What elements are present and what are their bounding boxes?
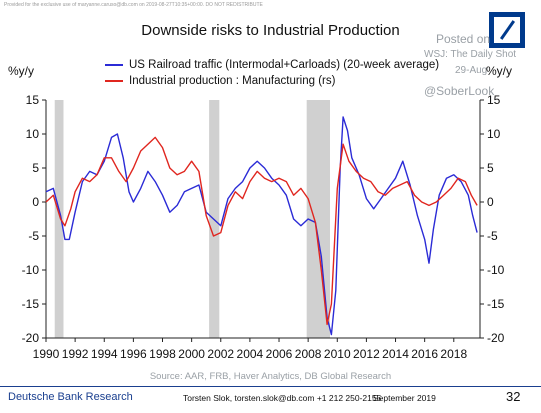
x-tick-label: 2016 xyxy=(411,347,438,361)
recession-band-0 xyxy=(54,100,64,338)
watermark-site: WSJ: The Daily Shot xyxy=(424,49,517,60)
legend-swatch-railroad xyxy=(105,64,123,66)
legend-swatch-manufacturing xyxy=(105,80,123,82)
x-tick-label: 2000 xyxy=(178,347,205,361)
x-tick-label: 1996 xyxy=(120,347,147,361)
y-tick-label-right: 0 xyxy=(487,195,494,209)
x-tick-label: 1994 xyxy=(91,347,118,361)
watermark-handle: @SoberLook xyxy=(424,84,495,98)
legend-label-manufacturing: Industrial production : Manufacturing (r… xyxy=(129,75,336,87)
y-tick-label-left: -15 xyxy=(22,297,40,311)
footer-date: September 2019 xyxy=(373,393,436,403)
deutsche-bank-logo xyxy=(489,12,525,48)
y-tick-label-right: 10 xyxy=(487,127,501,141)
recession-bands xyxy=(54,100,330,338)
y-axis-left-label: %y/y xyxy=(8,64,35,78)
x-tick-label: 2010 xyxy=(324,347,351,361)
series-line-railroad xyxy=(45,116,478,336)
y-tick-label-left: -5 xyxy=(28,229,39,243)
y-tick-label-left: 10 xyxy=(26,127,40,141)
watermark-date: 29-Aug xyxy=(455,65,488,76)
x-tick-label: 1990 xyxy=(33,347,60,361)
footer-org: Deutsche Bank Research xyxy=(8,391,133,403)
watermark-posted-on: Posted on xyxy=(436,32,491,46)
y-tick-label-right: -5 xyxy=(487,229,498,243)
y-tick-label-left: 5 xyxy=(32,161,39,175)
x-tick-label: 2006 xyxy=(266,347,293,361)
x-tick-label: 2002 xyxy=(207,347,234,361)
footer-divider xyxy=(0,386,541,387)
x-tick-label: 2014 xyxy=(382,347,409,361)
x-tick-label: 2012 xyxy=(353,347,380,361)
y-tick-label-left: -10 xyxy=(22,263,40,277)
y-tick-label-right: -10 xyxy=(487,263,505,277)
y-tick-label-right: -15 xyxy=(487,297,505,311)
legend-item-railroad: US Railroad traffic (Intermodal+Carloads… xyxy=(105,59,439,71)
y-tick-label-left: 15 xyxy=(26,93,40,107)
y-tick-label-left: 0 xyxy=(32,195,39,209)
x-tick-label: 2018 xyxy=(440,347,467,361)
x-tick-label: 1998 xyxy=(149,347,176,361)
recession-band-2 xyxy=(306,100,330,338)
x-tick-label: 2004 xyxy=(237,347,264,361)
footer-author: Torsten Slok, torsten.slok@db.com +1 212… xyxy=(183,393,382,403)
page-number: 32 xyxy=(506,389,521,404)
chart-series xyxy=(45,116,478,336)
source-note: Source: AAR, FRB, Haver Analytics, DB Gl… xyxy=(149,371,392,382)
y-tick-label-left: -20 xyxy=(22,331,40,345)
series-line-manufacturing xyxy=(45,136,478,326)
x-tick-label: 2008 xyxy=(295,347,322,361)
y-axis-right-label: %y/y xyxy=(486,64,513,78)
disclaimer-text: Provided for the exclusive use of maryan… xyxy=(4,2,263,8)
y-tick-label-right: 15 xyxy=(487,93,501,107)
y-tick-label-right: 5 xyxy=(487,161,494,175)
legend-item-manufacturing: Industrial production : Manufacturing (r… xyxy=(105,75,335,87)
x-tick-label: 1992 xyxy=(62,347,89,361)
legend-label-railroad: US Railroad traffic (Intermodal+Carloads… xyxy=(129,59,440,71)
y-tick-label-right: -20 xyxy=(487,331,505,345)
chart-title: Downside risks to Industrial Production xyxy=(141,22,400,39)
